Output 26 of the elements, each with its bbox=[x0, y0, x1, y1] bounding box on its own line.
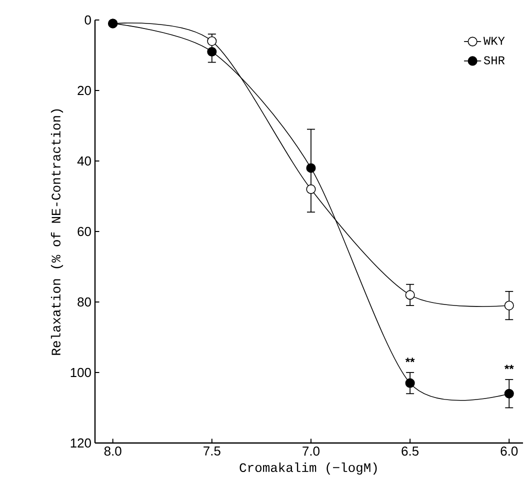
annotation: ** bbox=[504, 364, 514, 370]
annotation: ** bbox=[405, 358, 415, 362]
x-axis-title: Cromakalim (−logM) bbox=[240, 462, 377, 475]
point bbox=[405, 378, 415, 388]
y-tick-label: 0 bbox=[84, 15, 91, 25]
y-tick-label: 100 bbox=[70, 368, 91, 378]
legend-label: WKY bbox=[483, 36, 505, 45]
y-tick-label: 60 bbox=[78, 226, 91, 236]
x-tick-label: 7.0 bbox=[302, 446, 320, 456]
point bbox=[405, 290, 415, 300]
point bbox=[306, 184, 316, 194]
y-tick-label: 120 bbox=[70, 438, 91, 448]
x-tick-label: 8.0 bbox=[104, 446, 122, 456]
y-tick-label: 20 bbox=[78, 86, 91, 96]
y-tick-label: 40 bbox=[77, 156, 91, 166]
x-tick-label: 6.0 bbox=[500, 446, 518, 456]
point bbox=[504, 300, 514, 310]
y-tick-label: 80 bbox=[78, 297, 91, 307]
y-axis-title: Relaxation (% of NE-Contraction) bbox=[50, 109, 64, 355]
point bbox=[207, 36, 217, 46]
point bbox=[306, 163, 316, 173]
legend-label: SHR bbox=[484, 56, 505, 64]
point bbox=[504, 388, 514, 398]
x-tick-label: 6.5 bbox=[402, 446, 419, 456]
x-tick-label: 7.5 bbox=[204, 446, 220, 456]
point bbox=[207, 46, 217, 57]
